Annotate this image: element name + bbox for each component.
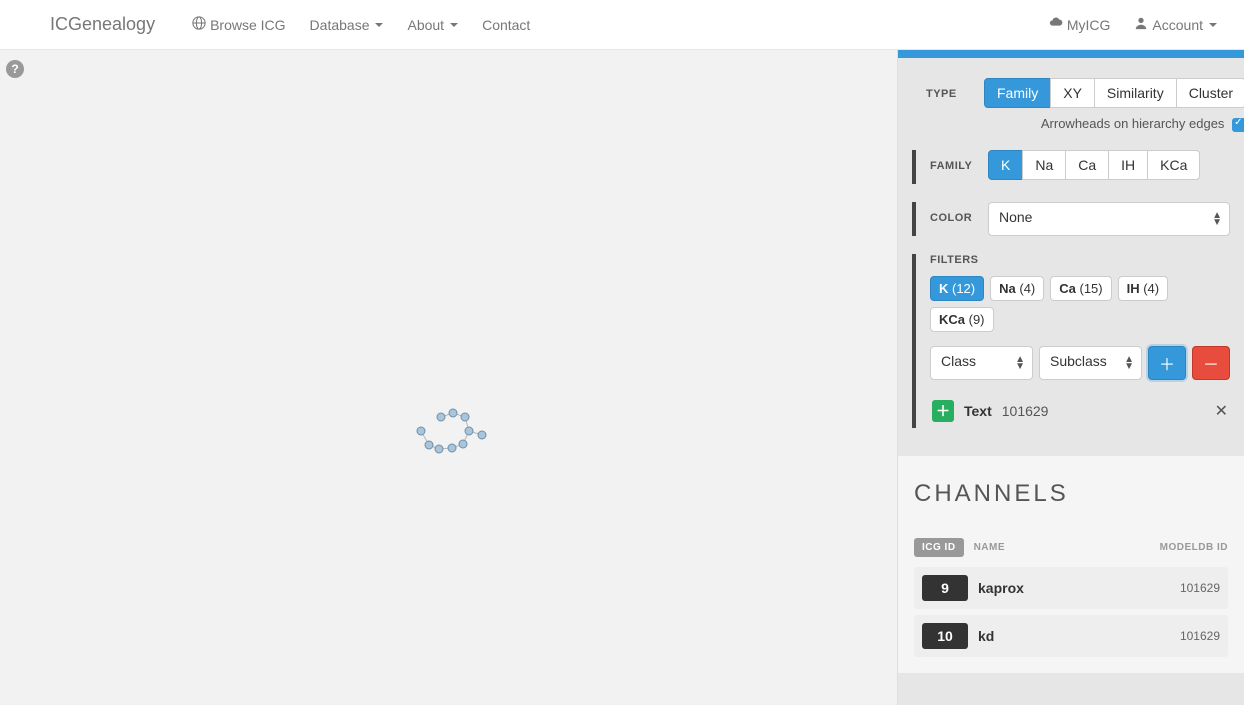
- ctrl-bar: [912, 150, 916, 184]
- nav-label: Browse ICG: [210, 17, 285, 33]
- sidebar: Type FamilyXYSimilarityCluster Arrowhead…: [898, 50, 1244, 705]
- family-label: Family: [930, 150, 988, 172]
- filter-kind-icon: ＋: [932, 400, 954, 422]
- ctrl-bar: [912, 254, 916, 428]
- user-icon: [1134, 16, 1148, 33]
- nav-contact[interactable]: Contact: [470, 2, 542, 48]
- filter-chip-ih[interactable]: IH (4): [1118, 276, 1169, 301]
- channel-id: 9: [922, 575, 968, 601]
- color-label: Color: [930, 202, 988, 224]
- color-control: Color None ▲▼: [912, 202, 1230, 236]
- nav-label: Account: [1152, 17, 1203, 33]
- channel-row[interactable]: 10 kd 101629: [914, 615, 1228, 657]
- channels-header: ICG ID Name ModelDB ID: [914, 538, 1228, 557]
- graph-canvas[interactable]: ?: [0, 50, 898, 705]
- type-control: Type FamilyXYSimilarityCluster Arrowhead…: [912, 78, 1230, 132]
- add-filter-button[interactable]: ＋: [1148, 346, 1186, 380]
- family-option-ca[interactable]: Ca: [1065, 150, 1109, 180]
- class-select[interactable]: Class: [930, 346, 1033, 380]
- ctrl-bar: [912, 202, 916, 236]
- type-option-cluster[interactable]: Cluster: [1176, 78, 1244, 108]
- caret-icon: [375, 23, 383, 27]
- filter-chips: K (12)Na (4)Ca (15) IH (4) KCa (9): [930, 276, 1230, 332]
- graph-svg: [0, 50, 898, 705]
- filter-chip-kca[interactable]: KCa (9): [930, 307, 994, 332]
- globe-icon: [192, 16, 206, 33]
- nav-label: Contact: [482, 17, 530, 33]
- channel-row[interactable]: 9 kaprox 101629: [914, 567, 1228, 609]
- type-option-xy[interactable]: XY: [1050, 78, 1095, 108]
- color-select-wrap: None ▲▼: [988, 202, 1230, 236]
- channel-modeldb: 101629: [1180, 629, 1220, 643]
- nav-database[interactable]: Database: [298, 2, 396, 48]
- navbar: ICGenealogy Browse ICG Database About Conta…: [0, 0, 1244, 50]
- nav-right: MyICG Account: [1037, 1, 1229, 48]
- filter-chip-na[interactable]: Na (4): [990, 276, 1044, 301]
- nav-label: About: [407, 17, 444, 33]
- filter-chip-ca[interactable]: Ca (15): [1050, 276, 1111, 301]
- channel-name: kaprox: [978, 580, 1024, 596]
- type-option-family[interactable]: Family: [984, 78, 1051, 108]
- filter-kind-label: Text: [964, 403, 992, 419]
- remove-filter-button[interactable]: －: [1192, 346, 1230, 380]
- nav-left: ICGenealogy Browse ICG Database About Conta…: [50, 1, 542, 48]
- family-option-na[interactable]: Na: [1022, 150, 1066, 180]
- family-control: Family KNaCaIHKCa: [912, 150, 1230, 184]
- filter-remove-icon[interactable]: ✕: [1215, 401, 1228, 421]
- controls-panel: Type FamilyXYSimilarityCluster Arrowhead…: [898, 58, 1244, 456]
- active-filter-row: ＋ Text 101629 ✕: [930, 394, 1230, 428]
- nav-label: MyICG: [1067, 17, 1111, 33]
- family-button-group: KNaCaIHKCa: [988, 150, 1200, 180]
- brand[interactable]: ICGenealogy: [50, 14, 155, 35]
- subclass-select[interactable]: Subclass: [1039, 346, 1142, 380]
- nav-browse-icg[interactable]: Browse ICG: [180, 1, 297, 48]
- nav-label: Database: [310, 17, 370, 33]
- family-option-ih[interactable]: IH: [1108, 150, 1148, 180]
- channel-modeldb: 101629: [1180, 581, 1220, 595]
- filter-value: 101629: [1002, 403, 1049, 419]
- header-modeldb: ModelDB ID: [1160, 542, 1228, 553]
- arrowheads-row[interactable]: Arrowheads on hierarchy edges: [984, 116, 1244, 132]
- arrowheads-checkbox[interactable]: [1232, 118, 1244, 132]
- channels-title: Channels: [914, 480, 1228, 508]
- type-label: Type: [926, 78, 984, 100]
- family-option-kca[interactable]: KCa: [1147, 150, 1200, 180]
- nav-about[interactable]: About: [395, 2, 470, 48]
- filter-adders: Class ▲▼ Subclass ▲▼ ＋ －: [930, 346, 1230, 380]
- filters-label: Filters: [930, 254, 1230, 266]
- page: ? Type FamilyXYSimilarityCluster Arrowhe…: [0, 50, 1244, 705]
- nav-myicg[interactable]: MyICG: [1037, 1, 1123, 48]
- family-option-k[interactable]: K: [988, 150, 1023, 180]
- nav-account[interactable]: Account: [1122, 1, 1229, 48]
- header-name: Name: [974, 542, 1005, 553]
- sidebar-accent-bar: [898, 50, 1244, 58]
- channels-section: Channels ICG ID Name ModelDB ID 9 kaprox 1…: [898, 456, 1244, 673]
- color-select[interactable]: None: [988, 202, 1230, 236]
- filters-control: Filters K (12)Na (4)Ca (15) IH (4) KCa (9)…: [912, 254, 1230, 428]
- type-option-similarity[interactable]: Similarity: [1094, 78, 1177, 108]
- header-icg-id[interactable]: ICG ID: [914, 538, 964, 557]
- channel-id: 10: [922, 623, 968, 649]
- type-button-group: FamilyXYSimilarityCluster: [984, 78, 1244, 108]
- caret-icon: [450, 23, 458, 27]
- caret-icon: [1209, 23, 1217, 27]
- channel-rows: 9 kaprox 101629 10 kd 101629: [914, 567, 1228, 657]
- filter-chip-k[interactable]: K (12): [930, 276, 984, 301]
- channel-name: kd: [978, 628, 994, 644]
- arrowheads-label: Arrowheads on hierarchy edges: [1041, 116, 1225, 131]
- cloud-icon: [1049, 16, 1063, 33]
